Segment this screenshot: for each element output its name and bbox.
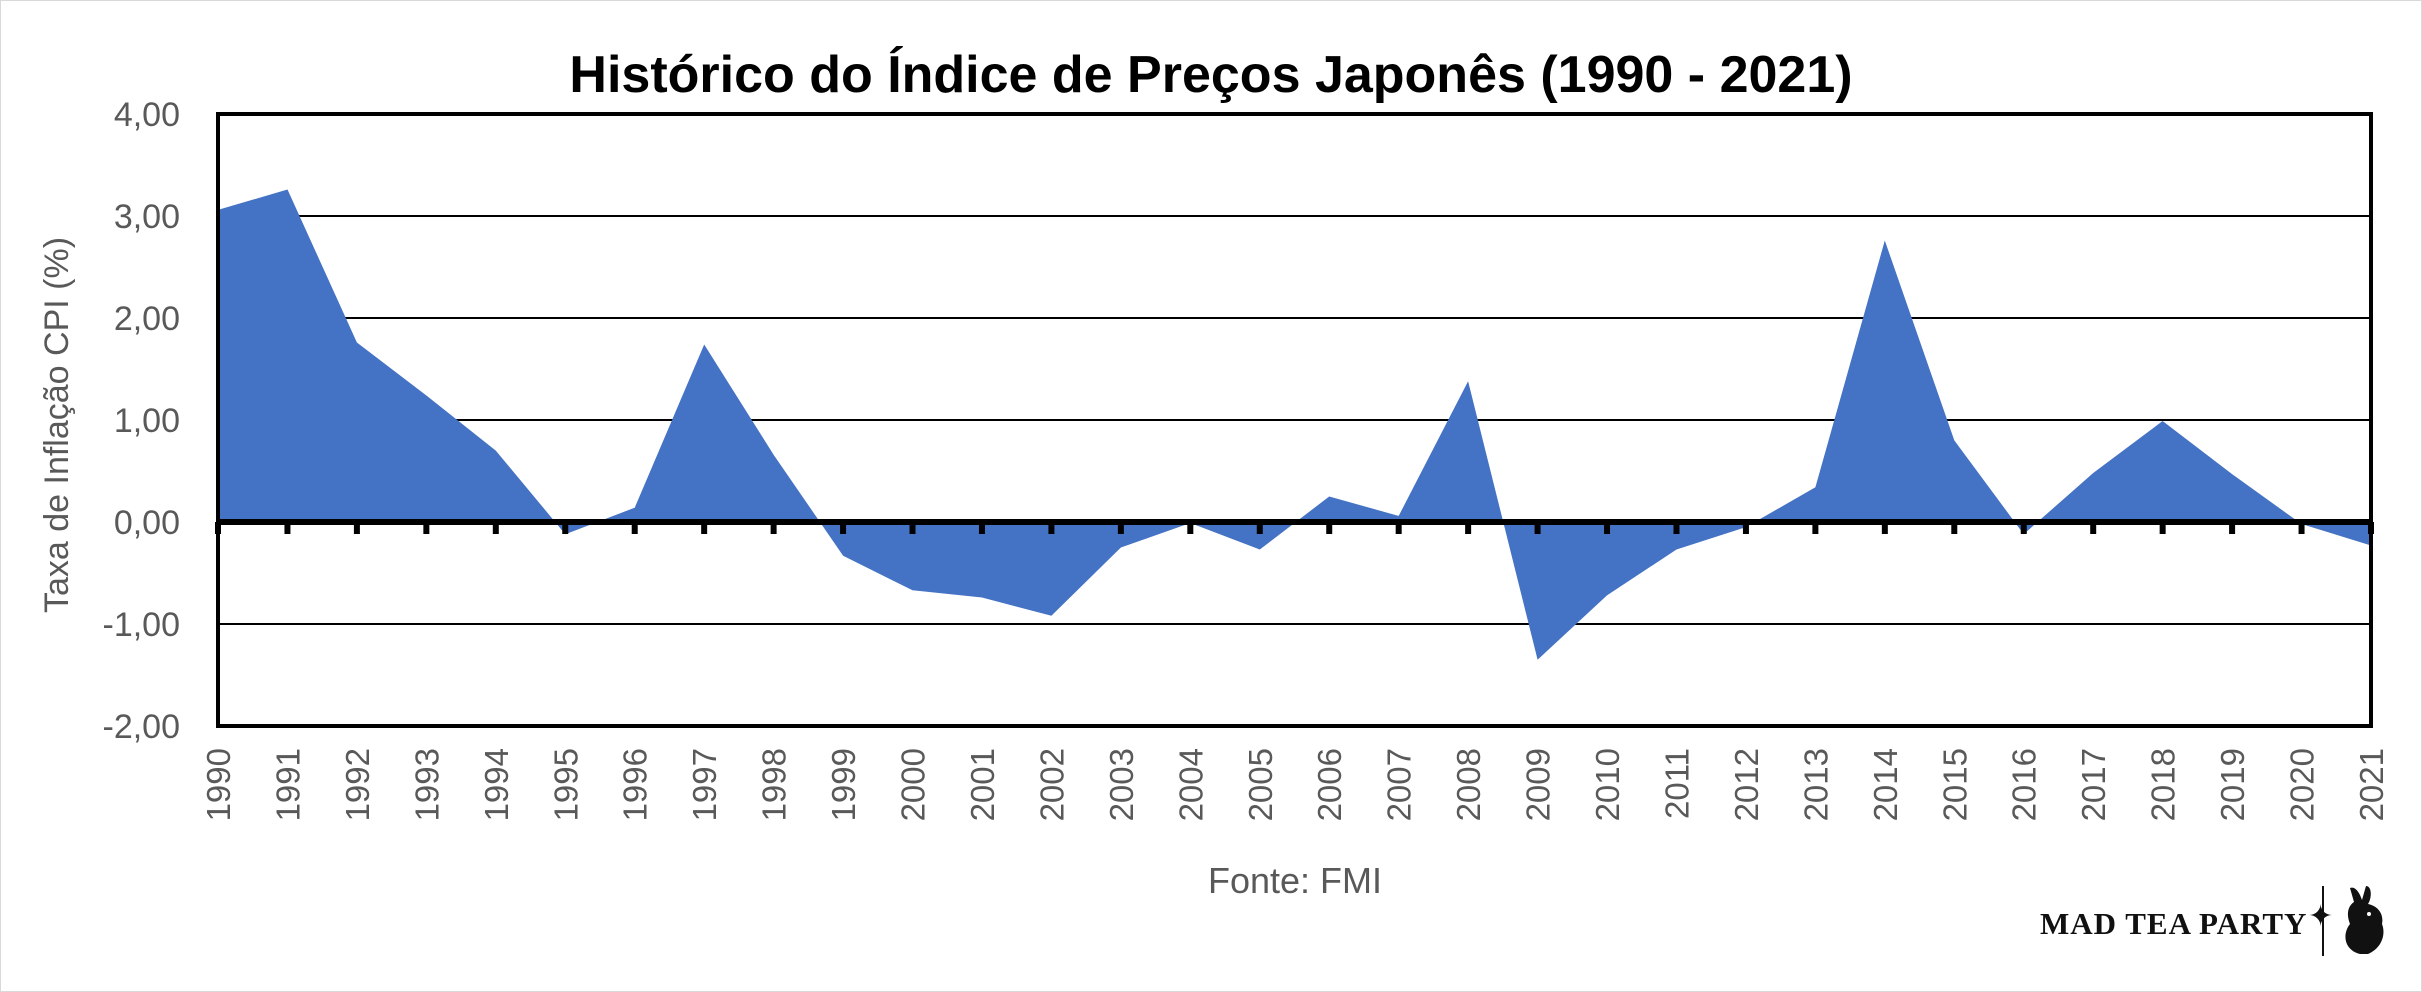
x-tick-label: 1993 [408,748,445,821]
plot-border [216,112,2373,728]
y-tick-label: 2,00 [114,300,180,338]
x-tick-label: 2011 [1658,748,1695,819]
chart-title: Histórico do Índice de Preços Japonês (1… [569,46,1852,104]
x-tick-label: 2017 [2075,748,2112,821]
x-tick-label: 2005 [1242,748,1279,821]
logo-divider [2322,886,2324,956]
x-tick-label: 1995 [547,748,584,821]
x-tick-label: 2007 [1381,748,1418,821]
x-tick-label: 2000 [895,748,932,821]
rabbit-icon [2345,886,2384,954]
x-tick-label: 1990 [200,748,237,821]
x-tick-label: 2010 [1589,748,1626,821]
x-tick-label: 1998 [756,748,793,821]
y-tick-label: 4,00 [114,96,180,134]
x-tick-label: 2021 [2353,748,2390,821]
x-tick-label: 2019 [2214,748,2251,821]
y-tick-label: 0,00 [114,504,180,542]
mad-tea-party-logo: MAD TEA PARTY ✦ [2040,880,2400,960]
x-tick-label: 2001 [964,748,1001,821]
cpi-area-series [218,189,2371,660]
x-tick-label: 1992 [339,748,376,821]
x-tick-label: 1996 [617,748,654,821]
x-tick-label: 2009 [1520,748,1557,821]
logo-text: MAD TEA PARTY [2040,906,2308,941]
star-icon: ✦ [2308,899,2334,934]
x-tick-label: 2003 [1103,748,1140,821]
y-tick-label: -2,00 [103,708,181,746]
y-tick-label: 3,00 [114,198,180,236]
plot-area: -2,00 -1,00 0,00 1,00 2,00 3,00 4,00 1990 1991 19… [103,96,2391,821]
x-tick-label: 2008 [1450,748,1487,821]
x-tick-label: 1991 [269,748,306,821]
y-tick-label: -1,00 [103,606,181,644]
x-tick-label: 2015 [1936,748,1973,821]
x-tick-label: 2014 [1867,748,1904,821]
x-tick-label: 2020 [2284,748,2321,821]
x-tick-label: 2006 [1311,748,1348,821]
x-tick-label: 2012 [1728,748,1765,821]
x-tick-label: 1997 [686,748,723,821]
source-note: Fonte: FMI [1208,860,1382,901]
x-tick-label: 1999 [825,748,862,821]
y-axis-title: Taxa de Inflação CPI (%) [38,237,76,613]
y-tick-label: 1,00 [114,402,180,440]
x-tick-label: 2004 [1172,748,1209,821]
x-tick-label: 2002 [1033,748,1070,821]
x-tick-label: 2018 [2145,748,2182,821]
x-tick-label: 2013 [1797,748,1834,821]
x-tick-label: 2016 [2006,748,2043,821]
x-tick-label: 1994 [478,748,515,821]
